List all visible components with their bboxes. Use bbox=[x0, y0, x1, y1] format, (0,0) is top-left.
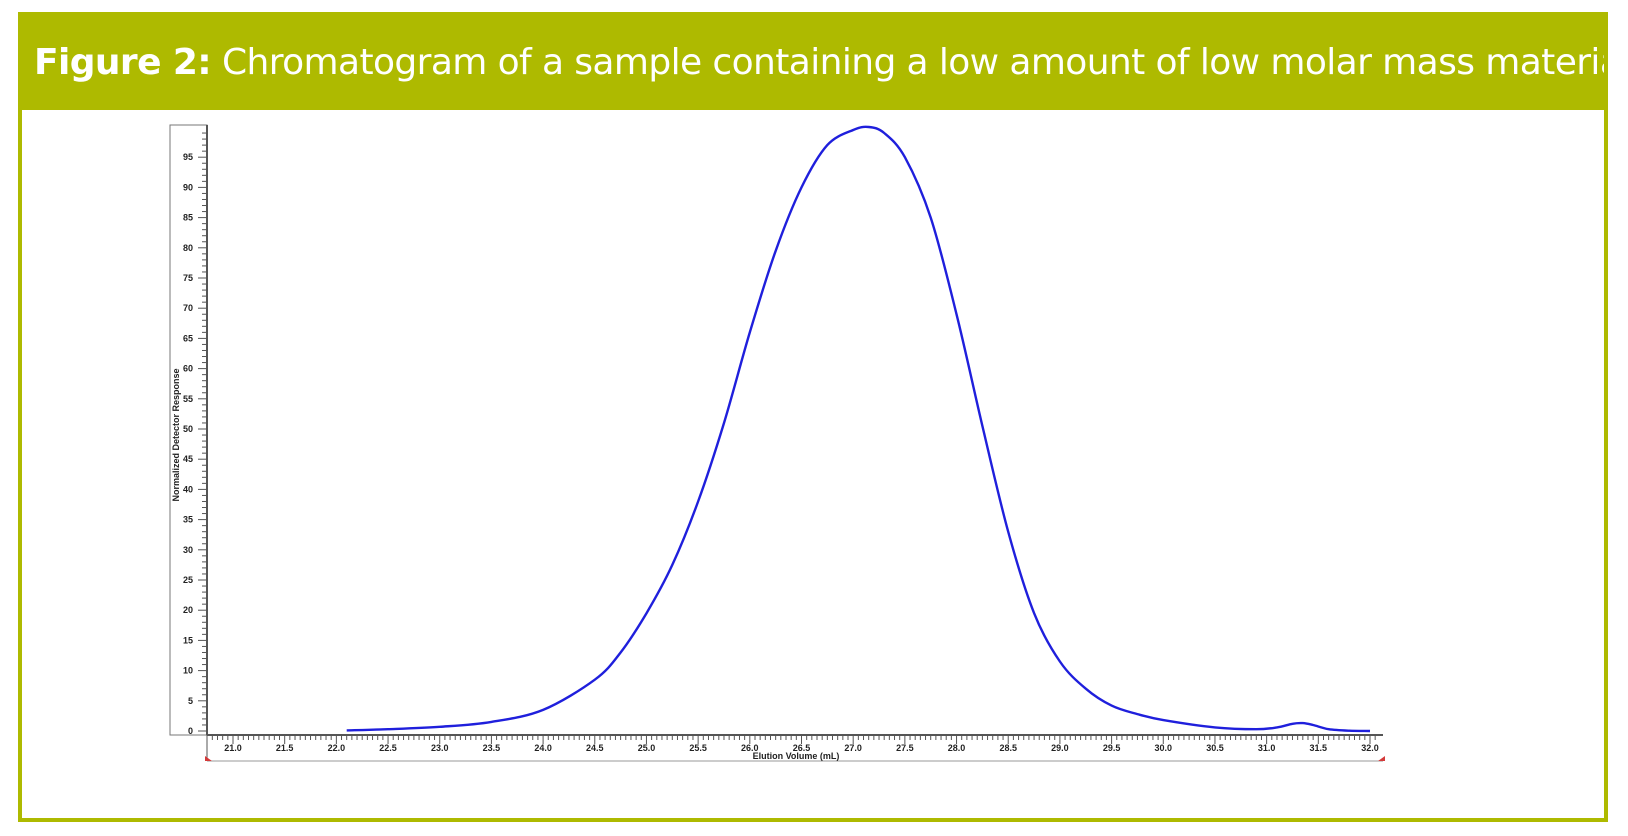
x-tick-label: 31.0 bbox=[1258, 743, 1276, 753]
y-tick-label: 85 bbox=[183, 213, 193, 223]
y-axis-title: Normalized Detector Response bbox=[171, 368, 181, 501]
y-tick-label: 50 bbox=[183, 424, 193, 434]
corner-marker-left bbox=[205, 756, 212, 761]
x-tick-label: 29.5 bbox=[1103, 743, 1121, 753]
y-tick-label: 75 bbox=[183, 273, 193, 283]
figure-label: Figure 2: bbox=[34, 42, 212, 83]
y-tick-label: 25 bbox=[183, 575, 193, 585]
x-tick-label: 21.0 bbox=[224, 743, 242, 753]
y-tick-label: 55 bbox=[183, 394, 193, 404]
y-tick-label: 5 bbox=[188, 696, 193, 706]
y-tick-label: 65 bbox=[183, 333, 193, 343]
y-tick-label: 35 bbox=[183, 515, 193, 525]
figure-frame: Figure 2: Chromatogram of a sample conta… bbox=[18, 12, 1608, 822]
x-tick-label: 23.5 bbox=[483, 743, 501, 753]
x-tick-label: 24.0 bbox=[534, 743, 552, 753]
x-tick-label: 24.5 bbox=[586, 743, 604, 753]
y-tick-label: 60 bbox=[183, 364, 193, 374]
y-tick-label: 30 bbox=[183, 545, 193, 555]
corner-marker-right bbox=[1378, 756, 1385, 761]
y-tick-label: 95 bbox=[183, 152, 193, 162]
x-tick-label: 28.0 bbox=[948, 743, 966, 753]
y-tick-label: 10 bbox=[183, 666, 193, 676]
x-tick-label: 31.5 bbox=[1310, 743, 1328, 753]
x-tick-label: 27.0 bbox=[844, 743, 862, 753]
y-tick-label: 70 bbox=[183, 303, 193, 313]
x-axis-title: Elution Volume (mL) bbox=[753, 751, 840, 761]
x-tick-label: 27.5 bbox=[896, 743, 914, 753]
y-tick-label: 40 bbox=[183, 484, 193, 494]
y-tick-label: 45 bbox=[183, 454, 193, 464]
y-tick-label: 0 bbox=[188, 726, 193, 736]
x-tick-label: 28.5 bbox=[999, 743, 1017, 753]
y-tick-label: 90 bbox=[183, 182, 193, 192]
x-tick-label: 30.5 bbox=[1206, 743, 1224, 753]
y-tick-label: 20 bbox=[183, 605, 193, 615]
x-tick-label: 23.0 bbox=[431, 743, 449, 753]
x-tick-label: 30.0 bbox=[1155, 743, 1173, 753]
y-tick-label: 15 bbox=[183, 635, 193, 645]
x-tick-label: 22.0 bbox=[328, 743, 346, 753]
x-tick-label: 25.5 bbox=[689, 743, 707, 753]
x-tick-label: 26.5 bbox=[793, 743, 811, 753]
x-tick-label: 21.5 bbox=[276, 743, 294, 753]
x-tick-label: 29.0 bbox=[1051, 743, 1069, 753]
x-tick-label: 26.0 bbox=[741, 743, 759, 753]
y-tick-label: 80 bbox=[183, 243, 193, 253]
x-tick-label: 22.5 bbox=[379, 743, 397, 753]
figure-caption: Chromatogram of a sample containing a lo… bbox=[221, 42, 1604, 83]
x-tick-label: 32.0 bbox=[1361, 743, 1379, 753]
series-line-0 bbox=[346, 125, 1371, 733]
figure-header: Figure 2: Chromatogram of a sample conta… bbox=[22, 16, 1604, 110]
x-tick-label: 25.0 bbox=[638, 743, 656, 753]
